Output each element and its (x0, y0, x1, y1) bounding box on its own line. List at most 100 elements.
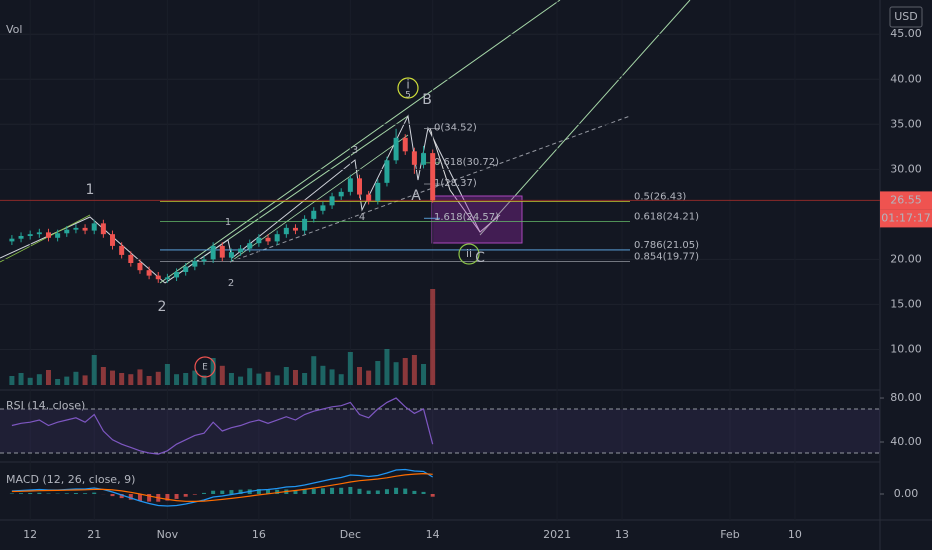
wave-label: 5 (405, 91, 411, 101)
macd-histogram (73, 493, 78, 494)
volume-bar (91, 355, 97, 385)
macd-histogram (430, 494, 435, 497)
y-tick-label: 45.00 (890, 27, 922, 40)
volume-bar (320, 365, 326, 385)
volume-bar (201, 375, 207, 385)
candle-body (247, 243, 253, 249)
wave-line (164, 114, 481, 284)
y-tick-label: 40.00 (890, 72, 922, 85)
candle-body (183, 266, 189, 273)
volume-bar (137, 369, 143, 385)
candle-body (320, 205, 326, 211)
y-tick-label: 20.00 (890, 252, 922, 265)
candle-body (283, 227, 289, 235)
volume-bar (174, 374, 180, 385)
currency: USD (894, 10, 918, 23)
macd-histogram (211, 490, 216, 494)
volume-bar (64, 376, 70, 385)
volume-bar (292, 370, 298, 385)
candle-body (219, 245, 225, 258)
macd-histogram (357, 488, 362, 494)
macd-title: MACD (12, 26, close, 9) (6, 473, 135, 486)
drawings (0, 0, 691, 284)
wave-label: E (202, 363, 208, 373)
volume-bar (283, 367, 289, 385)
y-tick-label: 15.00 (890, 297, 922, 310)
price-axis (880, 0, 932, 550)
volume-bar (183, 373, 189, 385)
currency-box (889, 6, 923, 28)
rsi-line (11, 397, 434, 455)
volume-bar (375, 361, 381, 385)
trend-line (0, 214, 91, 263)
candle-body (411, 151, 417, 165)
volume-bar (100, 367, 106, 385)
volume-bar (210, 358, 216, 385)
candle-body (265, 237, 271, 242)
x-tick-label: 21 (87, 528, 101, 541)
x-tick-label: 14 (426, 528, 440, 541)
candle-body (256, 237, 262, 244)
volume-bar (219, 365, 225, 385)
volume-bar (329, 369, 335, 385)
wave-label: i (406, 78, 409, 92)
candle-body (366, 194, 372, 201)
volume-bar (274, 375, 280, 385)
macd-histogram (147, 494, 152, 502)
wave-label: 2 (228, 278, 234, 289)
macd-histogram (174, 494, 179, 499)
volume-bar (128, 374, 134, 385)
volume-bar (18, 373, 24, 385)
last-price-box (880, 191, 932, 210)
candle-body (45, 232, 51, 238)
candle-body (18, 235, 24, 239)
candle-body (82, 227, 88, 231)
wave-label: 3 (352, 145, 358, 156)
wave-label: 2 (158, 299, 167, 315)
volume-bar (384, 349, 390, 385)
macd-histogram (19, 493, 24, 494)
volume-bar (357, 367, 363, 385)
macd-histogram (9, 493, 14, 494)
fib-label: 0.618(30.72) (434, 157, 499, 168)
volume-bar (192, 370, 198, 385)
candle-body (36, 232, 42, 235)
volume-bar (238, 376, 244, 385)
candle-body (357, 178, 363, 195)
volume-bar (119, 373, 125, 385)
volume-bar (27, 377, 33, 385)
macd-histogram (229, 490, 234, 494)
volume-label: Vol (6, 23, 22, 36)
wave-label: C (475, 250, 485, 266)
candle-body (192, 261, 198, 267)
candle-body (110, 234, 116, 246)
macd-histogram (421, 491, 426, 494)
trend-line (229, 115, 631, 263)
rsi-band (0, 409, 880, 453)
volume-bar (393, 362, 399, 385)
y-tick-label: 30.00 (890, 162, 922, 175)
macd-histogram (266, 489, 271, 494)
candle-body (174, 272, 180, 278)
macd-histogram (375, 490, 380, 494)
x-tick-label: Feb (720, 528, 739, 541)
candle-body (393, 137, 399, 161)
candle-body (347, 178, 353, 192)
x-tick-label: 12 (23, 528, 37, 541)
x-tick-label: 13 (615, 528, 629, 541)
macd-histogram (339, 487, 344, 494)
volume-bar (302, 373, 308, 385)
volume-bar (366, 370, 372, 385)
volume-bar (247, 368, 253, 385)
candle-body (137, 263, 143, 271)
trend-line (159, 0, 561, 284)
macd-histogram (256, 489, 261, 494)
y-tick-label: 35.00 (890, 117, 922, 130)
candle-body (119, 245, 125, 255)
x-tick-label: 10 (788, 528, 802, 541)
macd-histogram (384, 489, 389, 494)
candle-body (128, 254, 134, 264)
candle-body (210, 245, 216, 260)
volume-bar (265, 371, 271, 385)
